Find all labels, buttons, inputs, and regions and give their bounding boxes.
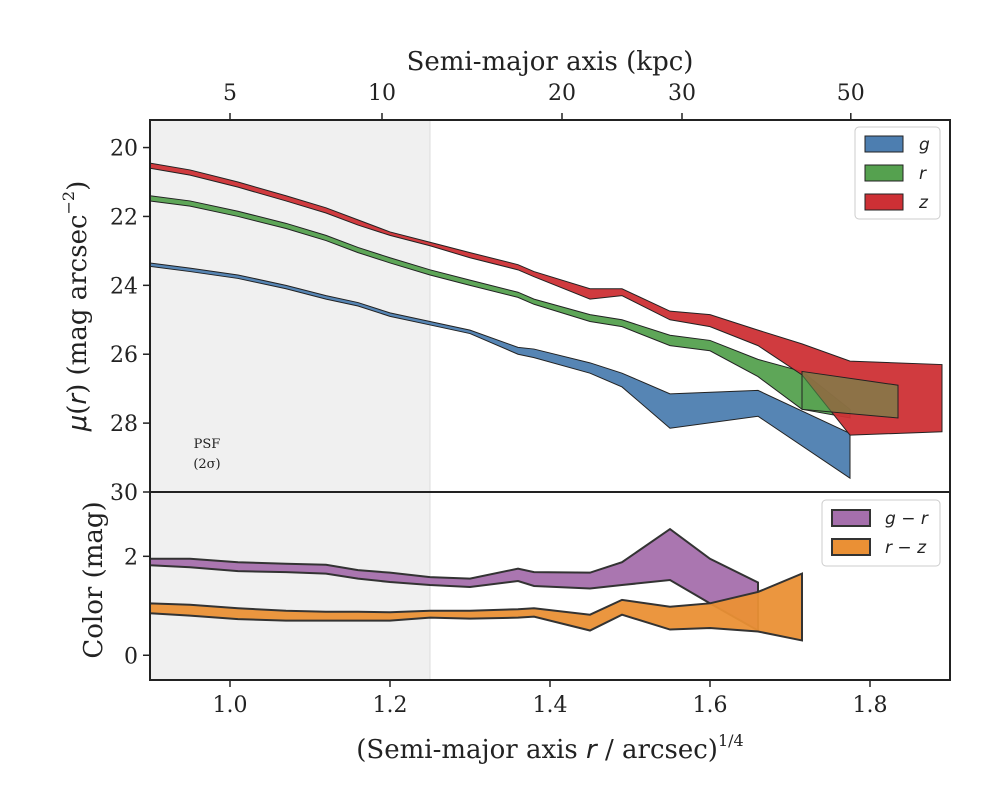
psf-annotation-line1: PSF [194, 437, 221, 452]
legend-label-z: z [918, 193, 929, 213]
band-r-z [150, 572, 803, 642]
xtick-label-1.4: 1.4 [533, 693, 568, 718]
kpc-tick-label-50: 50 [837, 81, 865, 106]
xtick-label-1.2: 1.2 [373, 693, 408, 718]
legend-swatch-g [864, 135, 904, 153]
ytick-label-top-30: 30 [110, 481, 138, 506]
ytick-label-top-28: 28 [110, 412, 138, 437]
xtick-label-1.8: 1.8 [853, 693, 888, 718]
ytick-label-top-24: 24 [110, 274, 138, 299]
band-r_tail [801, 370, 899, 419]
psf-annotation-line2: (2σ) [193, 457, 220, 472]
ytick-label-top-22: 22 [110, 205, 138, 230]
y-axis-title-color: Color (mag) [79, 501, 109, 658]
xtick-label-1.0: 1.0 [213, 693, 248, 718]
ytick-label-top-26: 26 [110, 343, 138, 368]
legend-label-g-r: g − r [885, 509, 929, 529]
ytick-label-top-20: 20 [110, 137, 138, 162]
legend-label-g: g [919, 135, 930, 155]
legend-top: grz [854, 126, 941, 220]
kpc-tick-label-30: 30 [668, 81, 696, 106]
axis-labels: Semi-major axis (kpc) (Semi-major axis r … [59, 47, 744, 765]
y-axis-title-surface-brightness: μ(r) (mag arcsec−2) [59, 181, 93, 433]
ytick-label-bottom-2: 2 [124, 545, 138, 570]
legend-swatch-z [864, 193, 904, 211]
x-axis-title: (Semi-major axis r / arcsec)1/4 [356, 731, 743, 765]
color-bands [150, 527, 803, 642]
psf-shade-top [150, 120, 430, 492]
top-x-axis-title: Semi-major axis (kpc) [407, 47, 694, 77]
kpc-tick-label-10: 10 [368, 81, 396, 106]
legend-swatch-g-r [831, 509, 871, 527]
band-g [150, 262, 851, 480]
profile-bands [150, 162, 943, 480]
kpc-tick-label-20: 20 [548, 81, 576, 106]
legend-label-r-z: r − z [885, 538, 927, 558]
psf-shade-bottom [150, 492, 430, 680]
top-panel: 20 22 24 26 28 30 5 10 20 30 50 PSF (2σ) grz [110, 81, 951, 506]
legend-bottom: g − r r − z [821, 499, 941, 567]
ytick-label-bottom-0: 0 [124, 644, 138, 669]
legend-swatch-r-z [831, 538, 871, 556]
legend-label-r: r [919, 164, 927, 184]
kpc-tick-label-5: 5 [223, 81, 237, 106]
xtick-label-1.6: 1.6 [693, 693, 728, 718]
legend-swatch-r [864, 164, 904, 182]
bottom-panel: 0 2 1.0 1.2 1.4 1.6 1.8 g − r r − z [124, 491, 951, 718]
